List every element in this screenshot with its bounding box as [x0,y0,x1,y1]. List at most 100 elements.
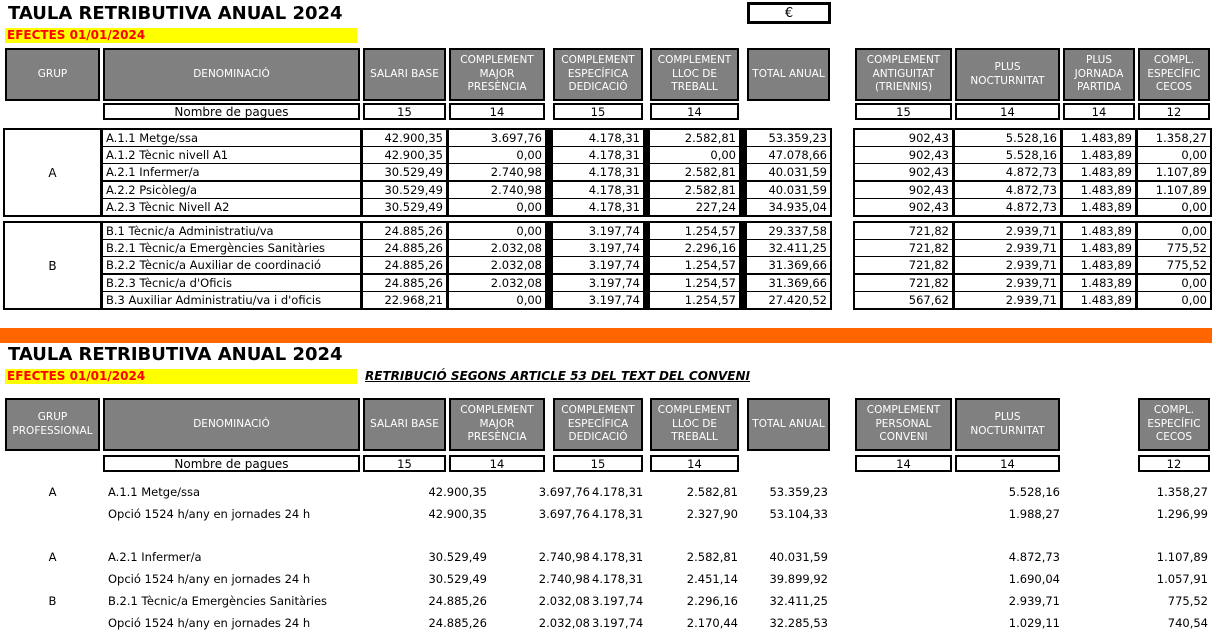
column-header-total-anual: TOTAL ANUAL [747,48,830,101]
value-cell: 24.885,26 [363,223,446,239]
value-cell: 40.031,59 [769,550,828,564]
group-b-extras-block: 721,82 2.939,71 1.483,89 0,00 721,82 2.9… [853,221,1212,310]
column-header-personal-conveni: COMPLEMENT PERSONAL CONVENI [855,398,952,451]
value-cell [850,593,950,610]
value-cell: 24.885,26 [428,616,487,630]
value-cell: 4.178,31 [553,147,643,164]
value-cell: 30.529,49 [363,164,446,181]
group-cell [5,506,100,523]
table-row: Opció 1524 h/any en jornades 24 h 24.885… [0,615,1216,632]
value-cell: 1.029,11 [1008,616,1060,630]
column-header-nocturnitat: PLUS NOCTURNITAT [955,48,1060,101]
value-cell: 4.872,73 [955,181,1060,198]
column-header-especifica-dedicacio: COMPLEMENT ESPECÍFICA DEDICACIÓ [553,48,643,101]
denomination-cell: B.2.3 Tècnic/a d'Oficis [103,274,360,291]
value-cell: 3.197,74 [592,594,644,608]
denomination-cell: A.1.1 Metge/ssa [103,130,360,146]
table-row: B.1 Tècnic/a Administratiu/va 24.885,26 … [3,223,832,239]
value-cell: 4.178,31 [592,507,644,521]
denomination-cell: Opció 1524 h/any en jornades 24 h [108,572,311,586]
table-row: A A.1.1 Metge/ssa 42.900,35 3.697,76 4.1… [0,484,1216,501]
value-cell: 2.032,08 [449,240,545,257]
value-cell: 5.528,16 [955,147,1060,164]
value-cell: 30.529,49 [428,550,487,564]
value-cell: 53.359,23 [747,130,830,146]
value-cell: 721,82 [855,274,952,291]
value-cell: 0,00 [1138,291,1210,308]
value-cell: 29.337,58 [747,223,830,239]
value-cell: 4.872,73 [1008,550,1060,564]
column-header-denominacio: DENOMINACIÓ [103,398,360,451]
value-cell: 4.178,31 [553,181,643,198]
value-cell [850,484,950,501]
value-cell: 2.582,81 [686,485,738,499]
value-cell: 1.483,89 [1063,291,1135,308]
value-cell: 24.885,26 [428,594,487,608]
value-cell: 2.740,98 [538,550,590,564]
value-cell: 39.899,92 [769,572,828,586]
value-cell: 2.032,08 [449,257,545,274]
value-cell: 42.900,35 [363,130,446,146]
value-cell: 740,54 [1167,616,1208,630]
value-cell: 2.939,71 [1008,594,1060,608]
table-row: A.1.1 Metge/ssa 42.900,35 3.697,76 4.178… [3,130,832,146]
section-divider [0,328,1212,343]
table-row: A.2.2 Psicòleg/a 30.529,49 2.740,98 4.17… [3,181,832,198]
group-b-block: B B.1 Tècnic/a Administratiu/va 24.885,2… [3,221,832,310]
denomination-cell: Opció 1524 h/any en jornades 24 h [108,507,311,521]
value-cell: 24.885,26 [363,274,446,291]
currency-box: € [747,2,831,24]
denomination-cell: A.2.2 Psicòleg/a [103,181,360,198]
group-cell: B [5,223,100,308]
value-cell: 0,00 [1138,274,1210,291]
value-cell: 2.296,16 [686,594,738,608]
value-cell: 32.411,25 [769,594,828,608]
value-cell: 30.529,49 [363,181,446,198]
value-cell: 4.178,31 [592,550,644,564]
value-cell: 1.254,57 [650,223,739,239]
value-cell: 2.740,98 [449,164,545,181]
column-header-grup-professional: GRUP PROFESSIONAL [5,398,100,451]
column-header-jornada-partida: PLUS JORNADA PARTIDA [1063,48,1135,101]
column-header-lloc-treball: COMPLEMENT LLOC DE TREBALL [650,48,739,101]
pagues-value-cecos: 12 [1138,455,1210,472]
value-cell: 0,00 [449,223,545,239]
value-cell: 1.690,04 [1008,572,1060,586]
table-row: Opció 1524 h/any en jornades 24 h 42.900… [0,506,1216,523]
value-cell: 3.697,76 [538,507,590,521]
value-cell: 4.178,31 [553,130,643,146]
group-cell: A [5,130,100,215]
pagues-value-especifica: 15 [553,455,643,472]
value-cell: 1.107,89 [1156,550,1208,564]
value-cell: 53.359,23 [769,485,828,499]
value-cell: 3.197,74 [553,223,643,239]
value-cell: 902,43 [855,164,952,181]
value-cell: 0,00 [1138,147,1210,164]
value-cell: 1.358,27 [1156,485,1208,499]
currency-symbol: € [784,5,794,21]
pagues-value-major: 14 [449,455,545,472]
value-cell: 1.107,89 [1138,164,1210,181]
table1-effective-date: EFECTES 01/01/2024 [5,28,357,43]
table-row: 902,43 4.872,73 1.483,89 1.107,89 [853,181,1212,198]
value-cell: 42.900,35 [428,507,487,521]
pagues-value-antiguitat: 15 [855,103,952,120]
value-cell [850,615,950,632]
column-header-lloc-treball: COMPLEMENT LLOC DE TREBALL [650,398,739,451]
value-cell: 4.872,73 [955,164,1060,181]
value-cell: 1.483,89 [1063,181,1135,198]
denomination-cell: B.2.1 Tècnic/a Emergències Sanitàries [108,594,328,608]
table-row: B.2.1 Tècnic/a Emergències Sanitàries 24… [3,240,832,257]
value-cell: 2.582,81 [650,130,739,146]
value-cell: 902,43 [855,198,952,215]
value-cell: 3.197,74 [553,240,643,257]
column-header-especifica-dedicacio: COMPLEMENT ESPECÍFICA DEDICACIÓ [553,398,643,451]
denomination-cell: A.1.1 Metge/ssa [108,485,201,499]
value-cell: 5.528,16 [1008,485,1060,499]
value-cell: 1.483,89 [1063,240,1135,257]
table2-title: TAULA RETRIBUTIVA ANUAL 2024 [8,344,343,365]
value-cell: 30.529,49 [363,198,446,215]
value-cell: 3.197,74 [553,274,643,291]
value-cell: 22.968,21 [363,291,446,308]
table-row: 902,43 4.872,73 1.483,89 0,00 [853,198,1212,215]
